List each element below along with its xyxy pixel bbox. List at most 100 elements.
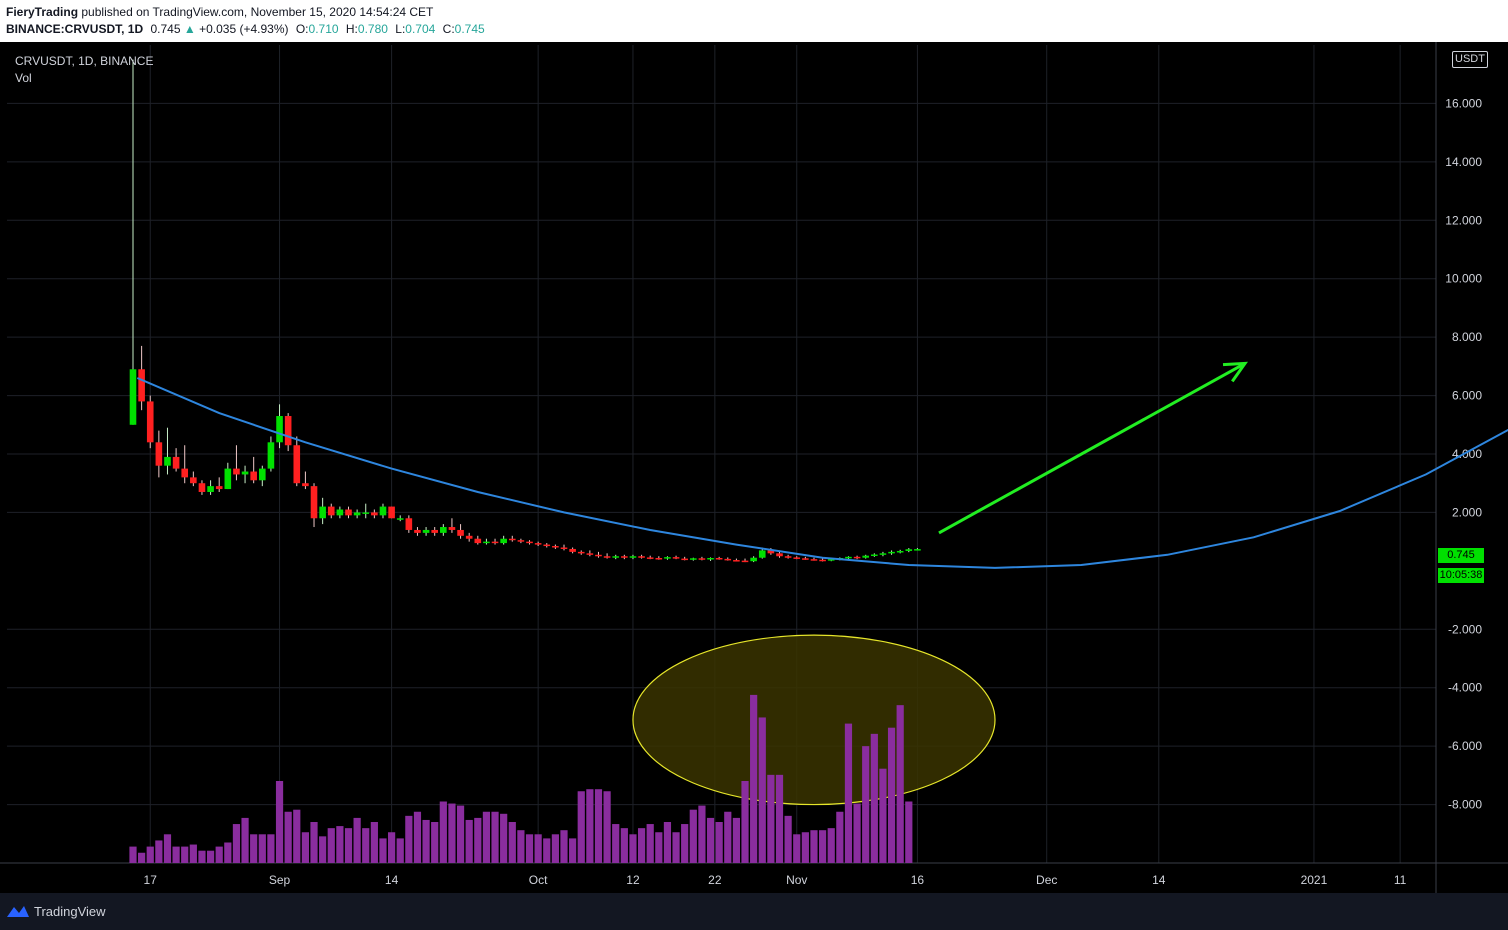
volume-bar xyxy=(620,828,628,863)
currency-unit-button[interactable]: USDT xyxy=(1452,51,1488,68)
price-chart[interactable]: 16.000 14.000 12.000 10.000 8.000 6.000 4.000 2… xyxy=(0,42,1508,893)
footer-bar: TradingView xyxy=(0,893,1508,930)
candle-body xyxy=(129,369,137,425)
x-tick-label: Sep xyxy=(269,873,291,887)
candle-body xyxy=(276,416,283,443)
candle-body xyxy=(612,556,620,558)
candle-body xyxy=(284,416,292,446)
y-tick-label: 16.000 xyxy=(1445,96,1482,110)
candle-body xyxy=(526,541,533,544)
open-label: O: xyxy=(295,22,309,36)
volume-bar xyxy=(594,789,603,863)
volume-bar xyxy=(388,832,396,863)
candle-body xyxy=(569,548,576,552)
volume-bar xyxy=(551,834,559,863)
volume-bar xyxy=(827,828,835,863)
volume-bar xyxy=(887,727,896,863)
volume-bar xyxy=(646,824,654,863)
volume-bar xyxy=(267,834,275,863)
candle-body xyxy=(267,442,275,469)
y-tick-label: 4.000 xyxy=(1452,447,1482,461)
candle-body xyxy=(741,560,749,563)
candle-body xyxy=(603,556,611,558)
candle-body xyxy=(250,471,257,481)
volume-bar xyxy=(396,838,404,863)
candle-body xyxy=(905,549,913,551)
x-tick-label: 2021 xyxy=(1301,873,1328,887)
candle-body xyxy=(224,468,232,490)
candle-body xyxy=(758,550,766,558)
candle-body xyxy=(845,556,852,559)
volume-bar xyxy=(801,832,809,863)
candle-body xyxy=(862,555,869,558)
close-label: C: xyxy=(442,22,455,36)
candle-body xyxy=(138,369,145,402)
candle-body xyxy=(181,468,189,478)
y-tick-label: -2.000 xyxy=(1448,622,1482,636)
candle-body xyxy=(638,556,645,558)
low-value: 0.704 xyxy=(405,22,436,36)
volume-bar xyxy=(905,801,913,863)
volume-bar xyxy=(715,822,723,863)
candle-body xyxy=(534,543,542,545)
volume-bar xyxy=(663,822,672,863)
volume-bar xyxy=(810,830,818,863)
volume-bar xyxy=(681,824,689,863)
candle-body xyxy=(715,558,723,560)
candle-body xyxy=(233,468,240,475)
candle-body xyxy=(293,445,301,484)
volume-bar xyxy=(508,822,516,863)
y-tick-label: 14.000 xyxy=(1445,155,1482,169)
highlight-ellipse xyxy=(632,634,996,806)
volume-bar xyxy=(525,834,534,863)
volume-bar xyxy=(819,830,827,863)
publish-header: FieryTrading published on TradingView.co… xyxy=(0,0,1508,42)
volume-bar xyxy=(198,850,206,863)
candle-body xyxy=(595,554,602,557)
x-tick-label: Nov xyxy=(786,873,807,887)
volume-bar xyxy=(405,815,413,863)
footer-brand[interactable]: TradingView xyxy=(34,904,106,919)
volume-bar xyxy=(560,830,568,863)
tradingview-logo-icon xyxy=(7,906,29,917)
candle-body xyxy=(474,538,482,544)
legend-symbol[interactable]: CRVUSDT, 1D, BINANCE xyxy=(15,54,154,68)
volume-bar xyxy=(215,846,223,863)
volume-bar xyxy=(129,846,137,863)
trend-arrow-line xyxy=(938,362,1246,535)
candle-body xyxy=(164,456,171,466)
volume-bar xyxy=(724,811,732,863)
candle-body xyxy=(405,518,413,530)
volume-bar xyxy=(517,830,525,863)
low-label: L: xyxy=(395,22,406,36)
x-tick-label: 12 xyxy=(626,873,640,887)
candle-body xyxy=(345,509,352,516)
high-label: H: xyxy=(345,22,358,36)
candle-body xyxy=(440,527,447,533)
high-value: 0.780 xyxy=(357,22,388,36)
candle-body xyxy=(655,558,663,560)
publisher-name[interactable]: FieryTrading xyxy=(6,5,79,19)
volume-bar xyxy=(793,834,801,863)
legend-volume-indicator[interactable]: Vol xyxy=(15,71,32,85)
candle-body xyxy=(146,401,154,443)
volume-bar xyxy=(879,768,887,863)
volume-bar xyxy=(844,723,853,863)
candle-body xyxy=(896,550,904,553)
ohlc-line: BINANCE:CRVUSDT, 1D 0.745 ▲ +0.035 (+4.9… xyxy=(6,22,485,36)
candle-body xyxy=(465,535,473,539)
chart-legend: CRVUSDT, 1D, BINANCE Vol xyxy=(15,53,153,87)
volume-bar xyxy=(758,717,766,863)
trend-curve xyxy=(136,377,1508,569)
volume-bar xyxy=(741,781,749,863)
volume-bar xyxy=(853,803,861,863)
candle-body xyxy=(543,544,551,547)
volume-bar xyxy=(163,834,172,863)
candle-body xyxy=(646,557,654,559)
candle-body xyxy=(241,471,249,475)
volume-bar xyxy=(672,832,680,863)
candle-body xyxy=(491,541,499,544)
y-tick-label: -4.000 xyxy=(1448,681,1482,695)
publish-line: FieryTrading published on TradingView.co… xyxy=(6,5,433,19)
volume-bar xyxy=(482,811,491,863)
